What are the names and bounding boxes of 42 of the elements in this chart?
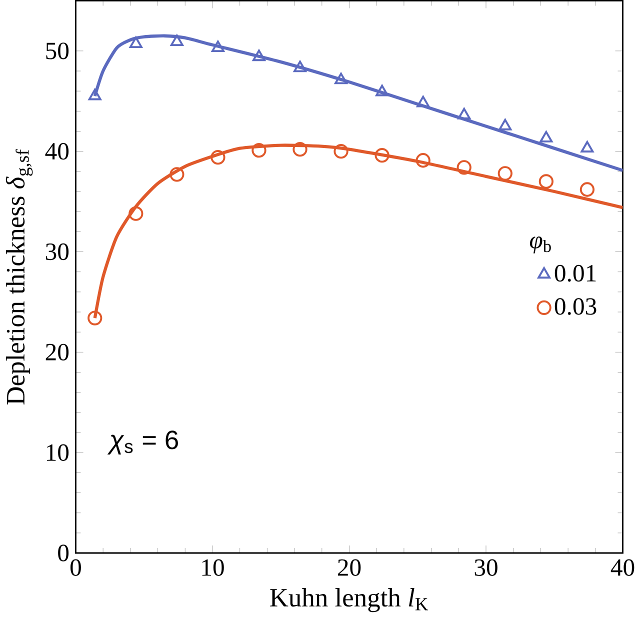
y-tick-label: 10 bbox=[46, 444, 69, 461]
point bbox=[128, 206, 144, 221]
point bbox=[498, 118, 512, 130]
point bbox=[252, 50, 266, 62]
legend-label: 0.03 bbox=[554, 298, 596, 315]
point bbox=[376, 84, 389, 96]
y-axis-title: Depletion thickness δ$_{g,sf}$ bbox=[6, 149, 33, 405]
annotation: χ$_{s}$ = 6 bbox=[107, 430, 178, 455]
y-tick-label: 30 bbox=[46, 243, 69, 260]
point bbox=[416, 153, 430, 168]
point bbox=[498, 166, 512, 181]
point bbox=[211, 40, 224, 52]
x-tick-label: 20 bbox=[338, 559, 361, 576]
point bbox=[334, 72, 348, 84]
x-tick-label: 30 bbox=[474, 559, 498, 576]
point bbox=[334, 144, 348, 159]
point bbox=[88, 88, 102, 100]
point bbox=[374, 148, 390, 163]
point bbox=[129, 36, 142, 48]
x-tick-label: 0 bbox=[70, 559, 81, 576]
point bbox=[580, 141, 594, 152]
legend-label: 0.01 bbox=[554, 264, 596, 282]
y-tick-label: 20 bbox=[46, 344, 69, 361]
point bbox=[210, 150, 226, 165]
point bbox=[416, 96, 430, 108]
y-tick-label: 50 bbox=[46, 42, 69, 60]
point bbox=[458, 108, 471, 120]
point bbox=[580, 182, 595, 197]
point bbox=[540, 130, 553, 142]
point bbox=[170, 34, 184, 46]
point bbox=[170, 167, 184, 182]
point bbox=[456, 160, 472, 175]
legend-title: φ$_{b}$ bbox=[530, 236, 551, 254]
y-tick-label: 0 bbox=[58, 544, 69, 562]
point bbox=[538, 174, 554, 189]
point bbox=[292, 142, 308, 157]
x-tick-label: 40 bbox=[610, 559, 634, 576]
point bbox=[294, 60, 306, 72]
x-axis-title: Kuhn length l$_{K}$ bbox=[270, 588, 428, 612]
x-tick-label: 10 bbox=[202, 559, 224, 576]
y-tick-label: 40 bbox=[45, 142, 69, 160]
point bbox=[252, 143, 266, 158]
